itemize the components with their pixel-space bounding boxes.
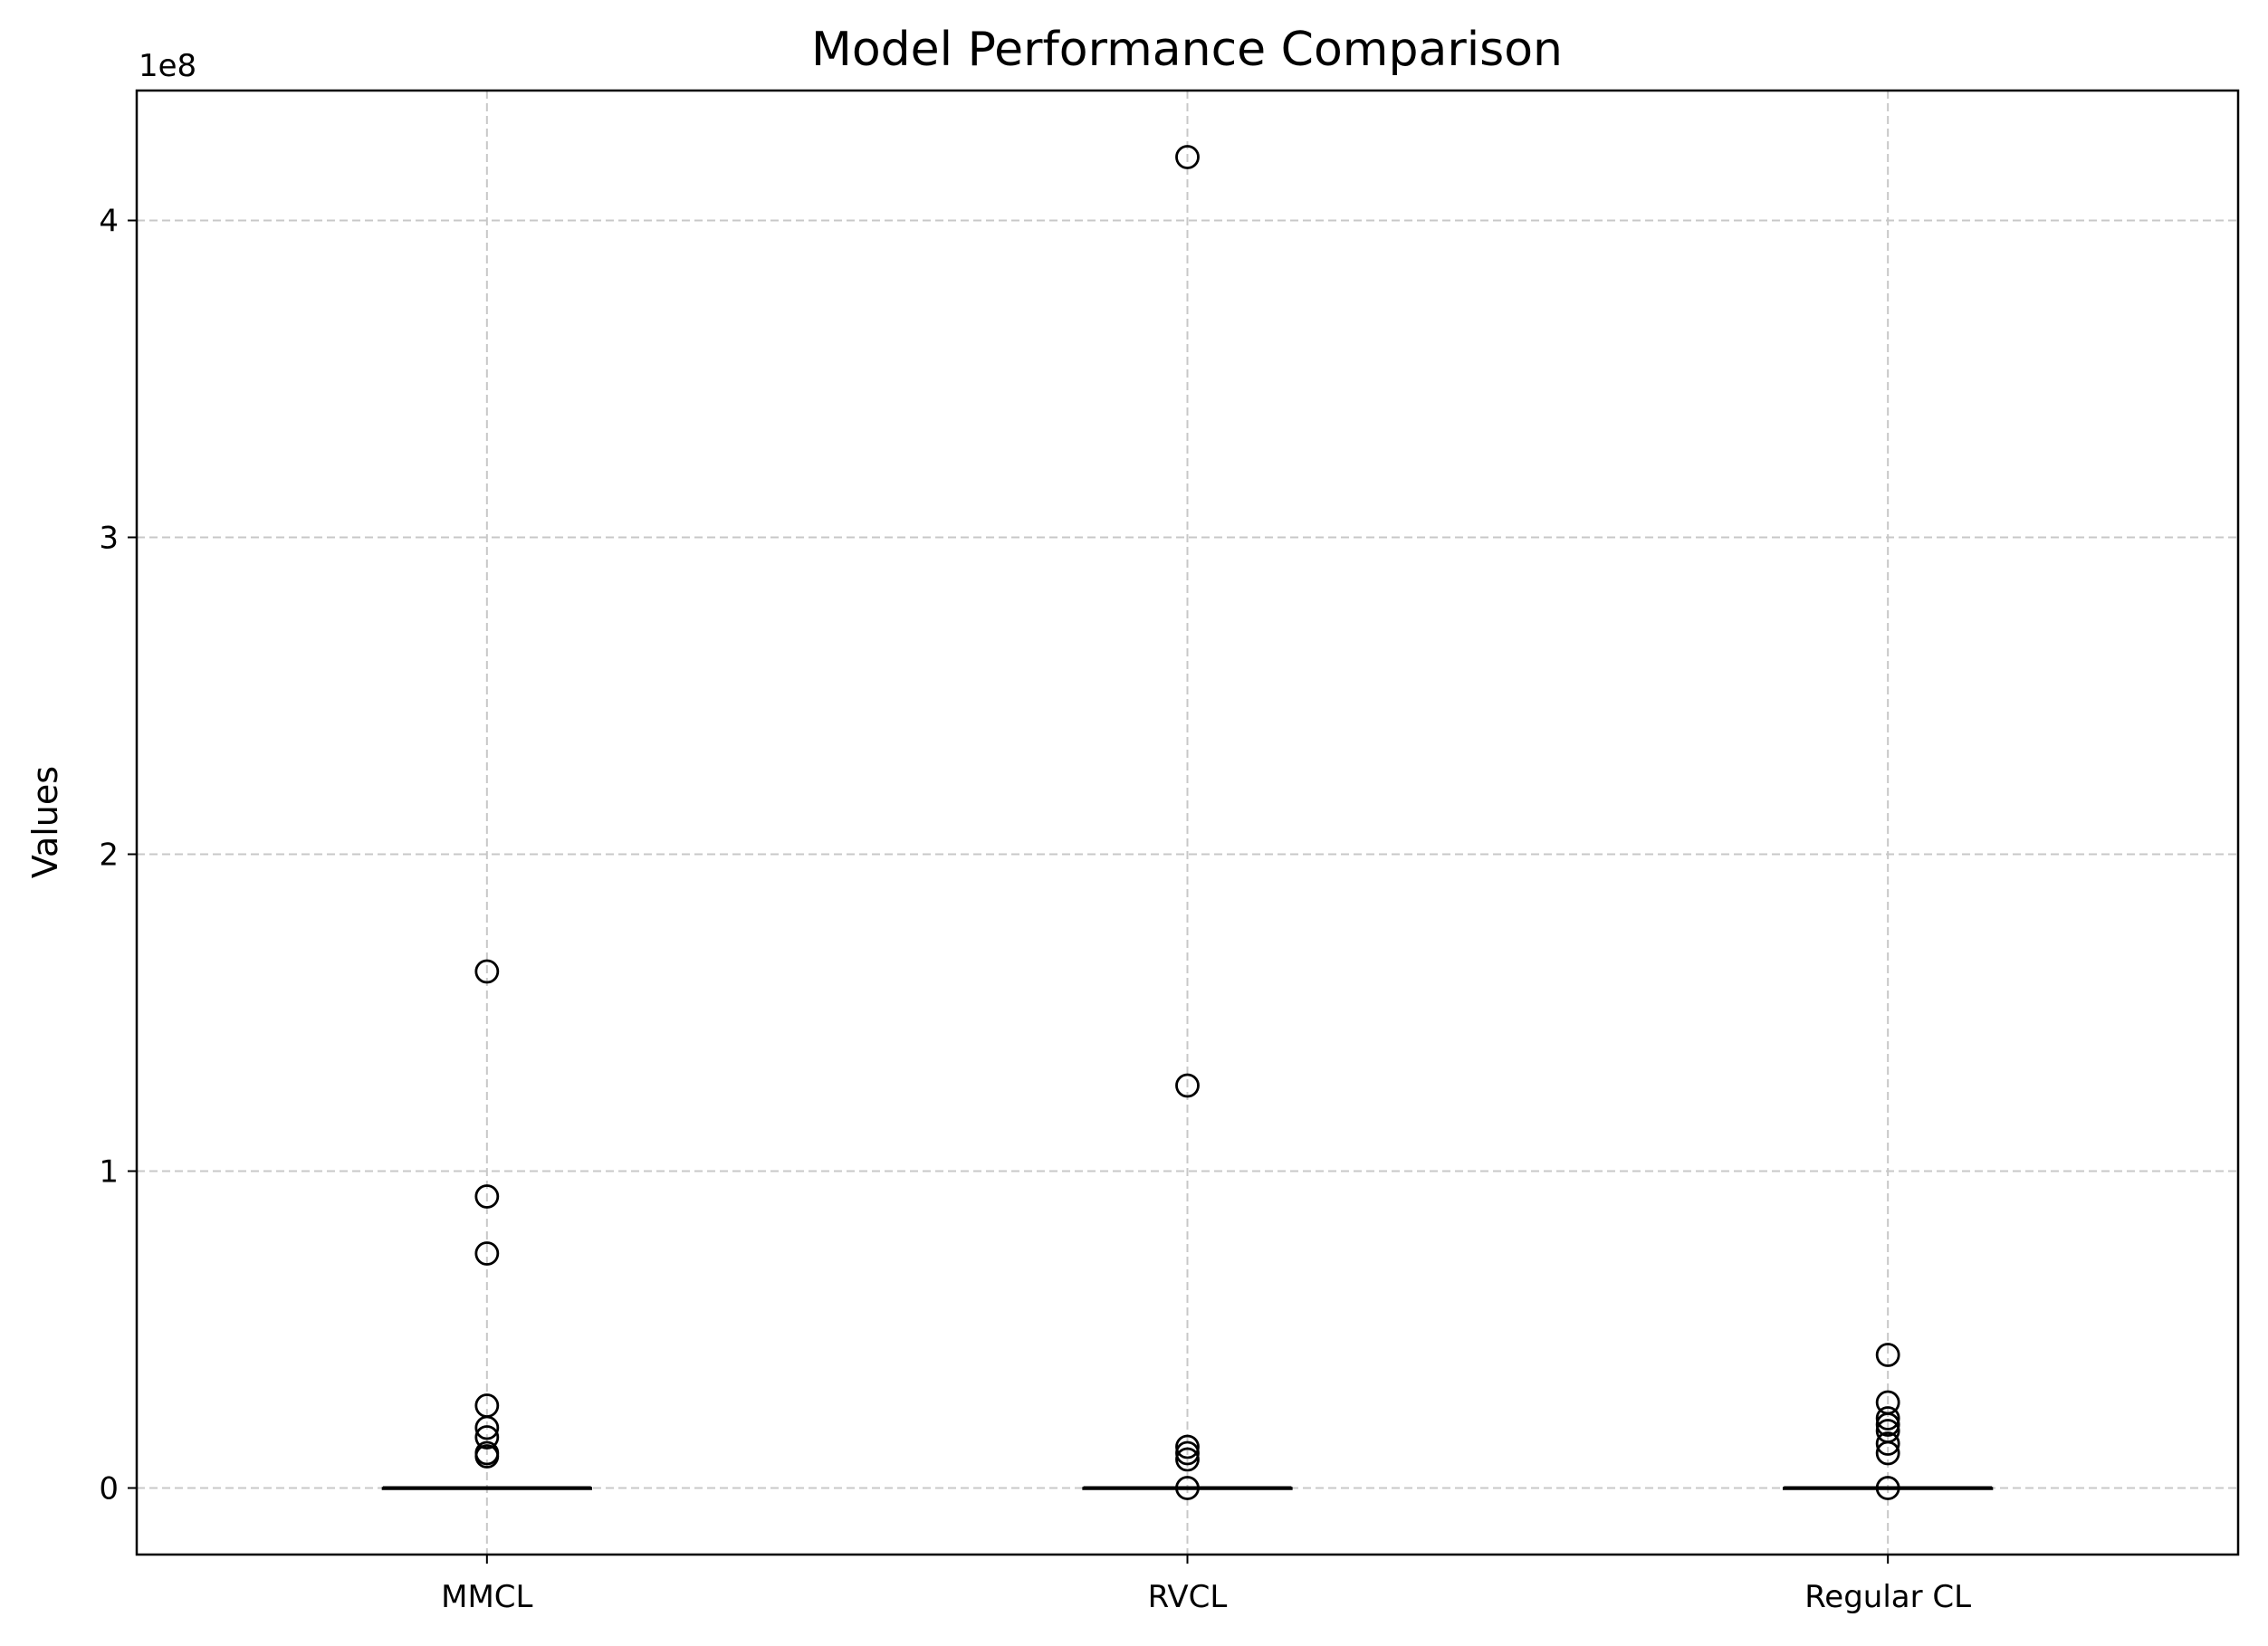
outlier-point xyxy=(474,1444,500,1469)
outlier-point xyxy=(1875,1406,1900,1431)
outlier-point xyxy=(1875,1343,1900,1367)
outlier-point xyxy=(1875,1440,1900,1466)
outlier-point xyxy=(474,1241,500,1266)
y-tick-label: 4 xyxy=(99,204,119,240)
chart-title: Model Performance Comparison xyxy=(811,23,1563,77)
outlier-point xyxy=(474,959,500,984)
y-tick-label: 1 xyxy=(99,1154,119,1191)
outlier-point xyxy=(1175,1073,1200,1098)
outlier-point xyxy=(1875,1476,1900,1500)
outlier-point xyxy=(1175,1440,1200,1466)
x-tick-label: MMCL xyxy=(441,1579,532,1615)
outlier-point xyxy=(1175,1476,1200,1500)
outlier-point xyxy=(1875,1412,1900,1437)
x-tick-label: Regular CL xyxy=(1804,1579,1971,1615)
y-tick-layer: 0 1 2 3 4 xyxy=(99,204,137,1507)
x-tick-label: RVCL xyxy=(1148,1579,1228,1615)
grid-layer xyxy=(137,91,2238,1555)
plot-layer xyxy=(381,145,1994,1500)
outlier-point xyxy=(474,1415,500,1440)
y-axis-label: Values xyxy=(25,766,65,878)
outlier-point xyxy=(1875,1431,1900,1456)
y-tick-label: 3 xyxy=(99,521,119,557)
outlier-point xyxy=(1175,1434,1200,1459)
y-tick-label: 0 xyxy=(99,1471,119,1507)
y-tick-label: 2 xyxy=(99,837,119,874)
y-axis-offset-label: 1e8 xyxy=(139,48,196,84)
x-tick-layer: MMCL RVCL Regular CL xyxy=(441,1555,1971,1615)
outlier-point xyxy=(1175,145,1200,169)
outlier-point xyxy=(474,1425,500,1450)
outlier-point xyxy=(474,1184,500,1209)
outlier-point xyxy=(1175,1447,1200,1472)
